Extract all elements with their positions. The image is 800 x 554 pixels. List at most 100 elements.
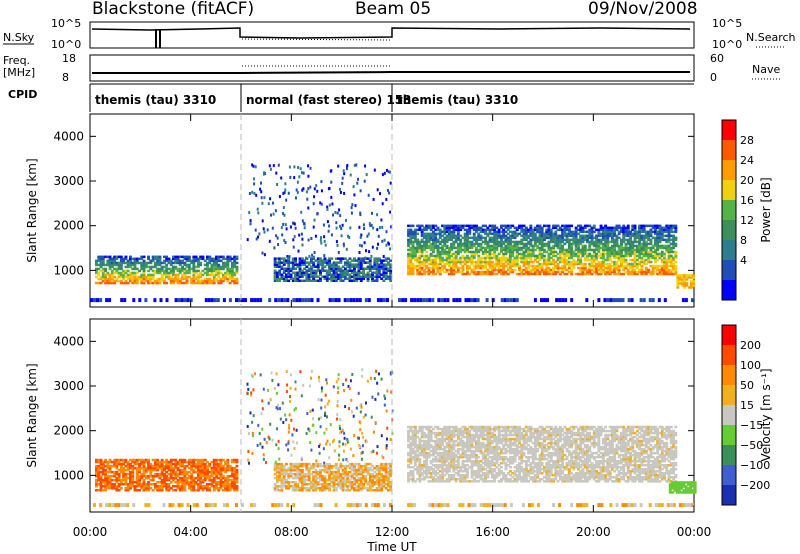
heatmap-cell (638, 242, 641, 246)
heatmap-cell (388, 191, 391, 195)
heatmap-cell (165, 273, 169, 277)
heatmap-cell (224, 460, 227, 464)
heatmap-cell (456, 250, 460, 254)
heatmap-cell (563, 252, 567, 256)
heatmap-cell (339, 267, 343, 270)
heatmap-cell (423, 228, 426, 232)
heatmap-cell (506, 258, 510, 262)
heatmap-cell (665, 228, 669, 232)
heatmap-cell (470, 268, 474, 272)
heatmap-cell (129, 255, 132, 259)
heatmap-cell (235, 489, 239, 492)
heatmap-cell (452, 264, 456, 268)
heatmap-cell (334, 269, 338, 272)
heatmap-cell (547, 226, 551, 230)
heatmap-cell (291, 259, 295, 262)
heatmap-cell (610, 252, 614, 256)
heatmap-cell (117, 474, 121, 478)
heatmap-cell (456, 230, 460, 234)
heatmap-cell (649, 260, 653, 264)
heatmap-cell (212, 259, 216, 263)
heatmap-cell (411, 272, 415, 276)
heatmap-cell (122, 277, 126, 281)
heatmap-cell (477, 226, 481, 230)
heatmap-cell (561, 238, 564, 242)
heatmap-cell (140, 462, 144, 466)
heatmap-cell (577, 262, 580, 266)
heatmap-cell (320, 236, 322, 240)
heatmap-cell (298, 474, 302, 478)
heatmap-cell (540, 298, 543, 303)
heatmap-cell (208, 476, 212, 480)
heatmap-cell (303, 476, 307, 480)
heatmap-cell (531, 264, 535, 268)
heatmap-cell (273, 277, 277, 280)
heatmap-cell (552, 258, 555, 262)
heatmap-cell (280, 483, 284, 486)
heatmap-cell (669, 230, 673, 234)
heatmap-cell (456, 270, 460, 274)
heatmap-cell (506, 268, 510, 272)
heatmap-cell (104, 460, 107, 464)
heatmap-cell (151, 257, 155, 261)
heatmap-cell (119, 257, 123, 261)
heatmap-cell (601, 264, 605, 268)
heatmap-cell (197, 462, 200, 466)
heatmap-cell (429, 252, 433, 256)
heatmap-cell (588, 262, 592, 266)
heatmap-cell (543, 242, 546, 246)
heatmap-cell (97, 472, 101, 476)
heatmap-cell (545, 232, 549, 236)
heatmap-cell (167, 259, 171, 263)
heatmap-cell (289, 462, 293, 466)
heatmap-cell (151, 269, 155, 273)
heatmap-cell (142, 273, 146, 277)
heatmap-cell (312, 478, 316, 482)
heatmap-cell (456, 226, 460, 230)
heatmap-cell (581, 268, 585, 272)
heatmap-cell (567, 230, 571, 234)
heatmap-cell (335, 240, 338, 244)
heatmap-cell (293, 165, 296, 169)
heatmap-cell (323, 261, 327, 264)
heatmap-cell (294, 464, 297, 468)
heatmap-cell (147, 255, 150, 259)
heatmap-cell (493, 238, 497, 242)
heatmap-cell (255, 193, 258, 197)
heatmap-cell (221, 458, 225, 462)
heatmap-cell (201, 472, 205, 476)
heatmap-cell (314, 271, 318, 274)
heatmap-cell (187, 481, 191, 484)
heatmap-cell (99, 462, 103, 466)
heatmap-cell (533, 242, 537, 246)
heatmap-cell (260, 190, 263, 194)
heatmap-cell (640, 252, 644, 256)
heatmap-cell (497, 252, 501, 256)
heatmap-cell (409, 254, 413, 258)
heatmap-cell (167, 460, 171, 464)
heatmap-cell (586, 270, 589, 274)
heatmap-cell (549, 238, 553, 242)
heatmap-cell (665, 240, 669, 244)
heatmap-cell (529, 232, 533, 236)
heatmap-cell (350, 271, 354, 274)
heatmap-cell (495, 244, 499, 248)
freq-tick-bottom: 8 (62, 71, 69, 84)
heatmap-cell (497, 236, 501, 240)
heatmap-cell (115, 485, 119, 488)
heatmap-cell (608, 262, 612, 266)
heatmap-cell (425, 246, 429, 250)
heatmap-cell (359, 468, 363, 472)
heatmap-cell (345, 218, 347, 222)
heatmap-cell (680, 278, 684, 281)
heatmap-cell (208, 464, 212, 468)
heatmap-cell (543, 250, 546, 254)
heatmap-cell (476, 298, 480, 303)
heatmap-cell (304, 298, 308, 303)
heatmap-cell (119, 259, 123, 263)
heatmap-cell (522, 262, 526, 266)
heatmap-cell (366, 279, 370, 282)
heatmap-cell (604, 236, 608, 240)
heatmap-cell (273, 476, 277, 480)
heatmap-cell (341, 485, 345, 488)
